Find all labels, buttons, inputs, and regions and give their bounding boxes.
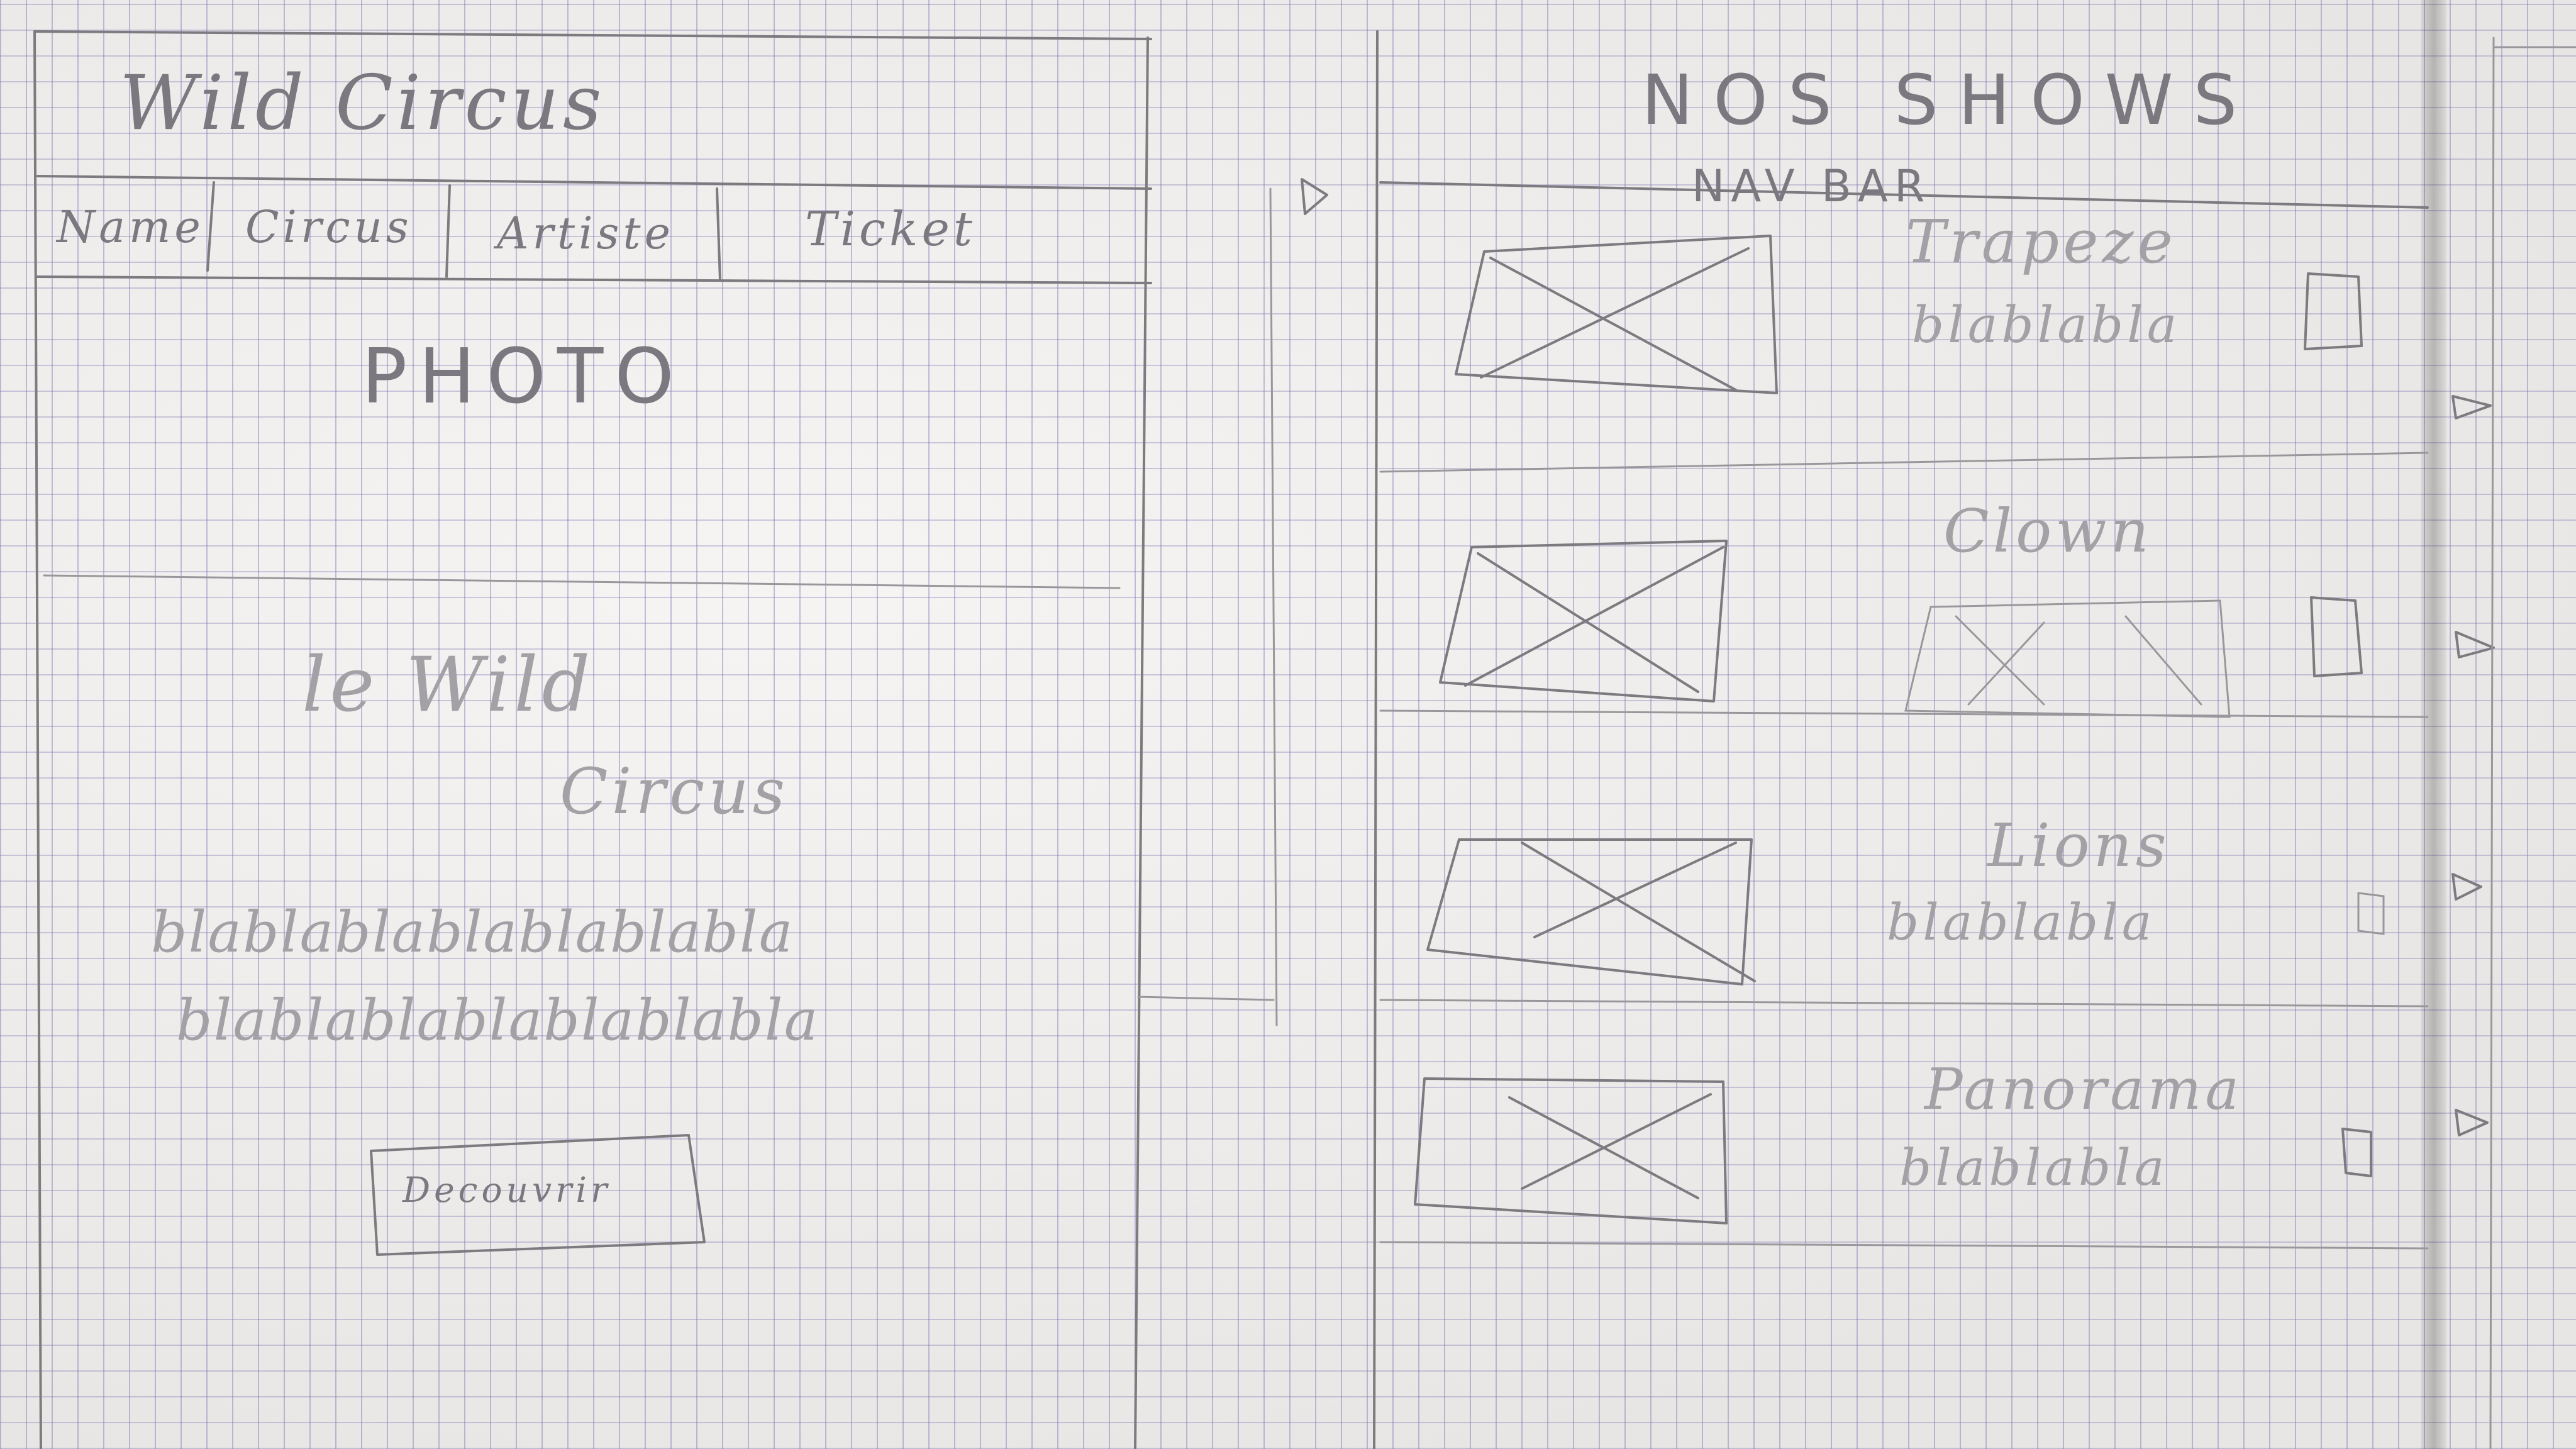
notebook-fold [2421,0,2446,1449]
square-button-3 [2357,892,2385,935]
arrow-marker-4 [2455,1109,2489,1136]
square-button-4 [2341,1128,2372,1177]
intro-title-line2: Circus [560,755,789,828]
show-image-placeholder-4 [1414,1077,1728,1224]
show-text-panorama: blablabla [1899,1138,2168,1197]
show-title-clown: Clown [1943,497,2153,566]
right-frame-left [1373,30,1379,1449]
discover-button[interactable]: Decouvrir [402,1170,611,1210]
nav-divider-1 [206,181,215,272]
left-frame-right [1134,36,1149,1449]
row-divider-3 [1379,999,2429,1008]
show-image-placeholder-3 [1426,838,1756,985]
shows-heading: NOS SHOWS [1641,60,2258,140]
site-title: Wild Circus [119,60,606,147]
show-text-lions: blablabla [1887,893,2156,952]
show-title-lions: Lions [1987,811,2170,880]
show-image-placeholder-1 [1455,235,1778,394]
row-divider-2 [1379,709,2429,718]
arrow-marker-1 [2451,395,2492,419]
left-frame-top [33,30,1152,40]
next-page-frame-left [2489,36,2495,1449]
row-divider-4 [1379,1241,2429,1250]
nav-divider-2 [445,184,451,278]
hero-divider [43,574,1121,589]
intro-title-line1: le Wild [302,641,594,729]
nav-item-circus[interactable]: Circus [245,201,413,253]
intro-text-line2: blablablablablablabla [176,987,819,1053]
show-image-placeholder-2 [1439,540,1728,702]
nav-line-bottom [36,275,1152,284]
right-nav-line [1379,181,2429,209]
arrow-marker-3 [2451,873,2482,901]
nav-item-name[interactable]: Name [57,201,204,253]
arrow-marker-left [1301,178,1328,215]
scrollbar-left-edge [1269,187,1278,1026]
clown-image-placeholder [1904,599,2231,718]
button-outline [370,1134,706,1256]
square-button-2 [2310,596,2363,677]
nav-item-artiste[interactable]: Artiste [497,208,675,259]
show-title-trapeze: Trapeze [1906,208,2177,277]
nav-item-ticket[interactable]: Ticket [805,201,976,257]
nav-divider-3 [716,187,721,281]
intro-text-line1: blablablablablablabla [151,899,794,965]
scrollbar-bottom [1137,996,1275,1001]
hero-photo-label: PHOTO [362,333,686,421]
arrow-marker-2 [2455,631,2495,658]
nav-bar-label: NAV BAR [1692,160,1931,212]
left-frame-left [33,30,42,1449]
row-divider-1 [1379,452,2429,473]
show-text-trapeze: blablabla [1912,296,2181,354]
nav-line-top [36,175,1152,190]
show-title-panorama: Panorama [1924,1057,2243,1123]
square-button-1 [2304,272,2363,350]
